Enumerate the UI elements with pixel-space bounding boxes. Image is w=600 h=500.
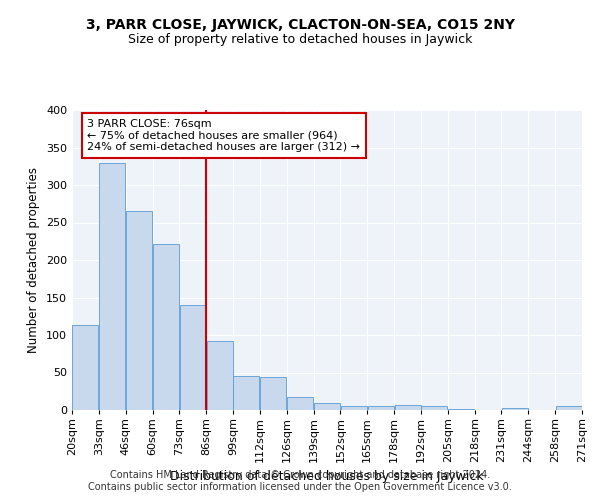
Bar xyxy=(448,408,474,410)
Text: Contains HM Land Registry data © Crown copyright and database right 2024.: Contains HM Land Registry data © Crown c… xyxy=(110,470,490,480)
Bar xyxy=(206,341,233,410)
Bar xyxy=(341,406,367,410)
Text: Size of property relative to detached houses in Jaywick: Size of property relative to detached ho… xyxy=(128,32,472,46)
Text: 3, PARR CLOSE, JAYWICK, CLACTON-ON-SEA, CO15 2NY: 3, PARR CLOSE, JAYWICK, CLACTON-ON-SEA, … xyxy=(86,18,515,32)
Bar xyxy=(502,408,528,410)
Bar xyxy=(421,406,448,410)
Bar xyxy=(73,325,98,410)
Text: Contains public sector information licensed under the Open Government Licence v3: Contains public sector information licen… xyxy=(88,482,512,492)
Text: 3 PARR CLOSE: 76sqm
← 75% of detached houses are smaller (964)
24% of semi-detac: 3 PARR CLOSE: 76sqm ← 75% of detached ho… xyxy=(88,119,360,152)
Bar xyxy=(233,376,259,410)
Bar xyxy=(287,397,313,410)
Bar xyxy=(368,406,394,410)
Bar xyxy=(260,377,286,410)
Bar xyxy=(153,244,179,410)
X-axis label: Distribution of detached houses by size in Jaywick: Distribution of detached houses by size … xyxy=(170,470,484,484)
Bar xyxy=(126,211,152,410)
Bar xyxy=(395,405,421,410)
Y-axis label: Number of detached properties: Number of detached properties xyxy=(28,167,40,353)
Bar xyxy=(556,406,581,410)
Bar xyxy=(99,162,125,410)
Bar xyxy=(314,403,340,410)
Bar xyxy=(180,305,206,410)
